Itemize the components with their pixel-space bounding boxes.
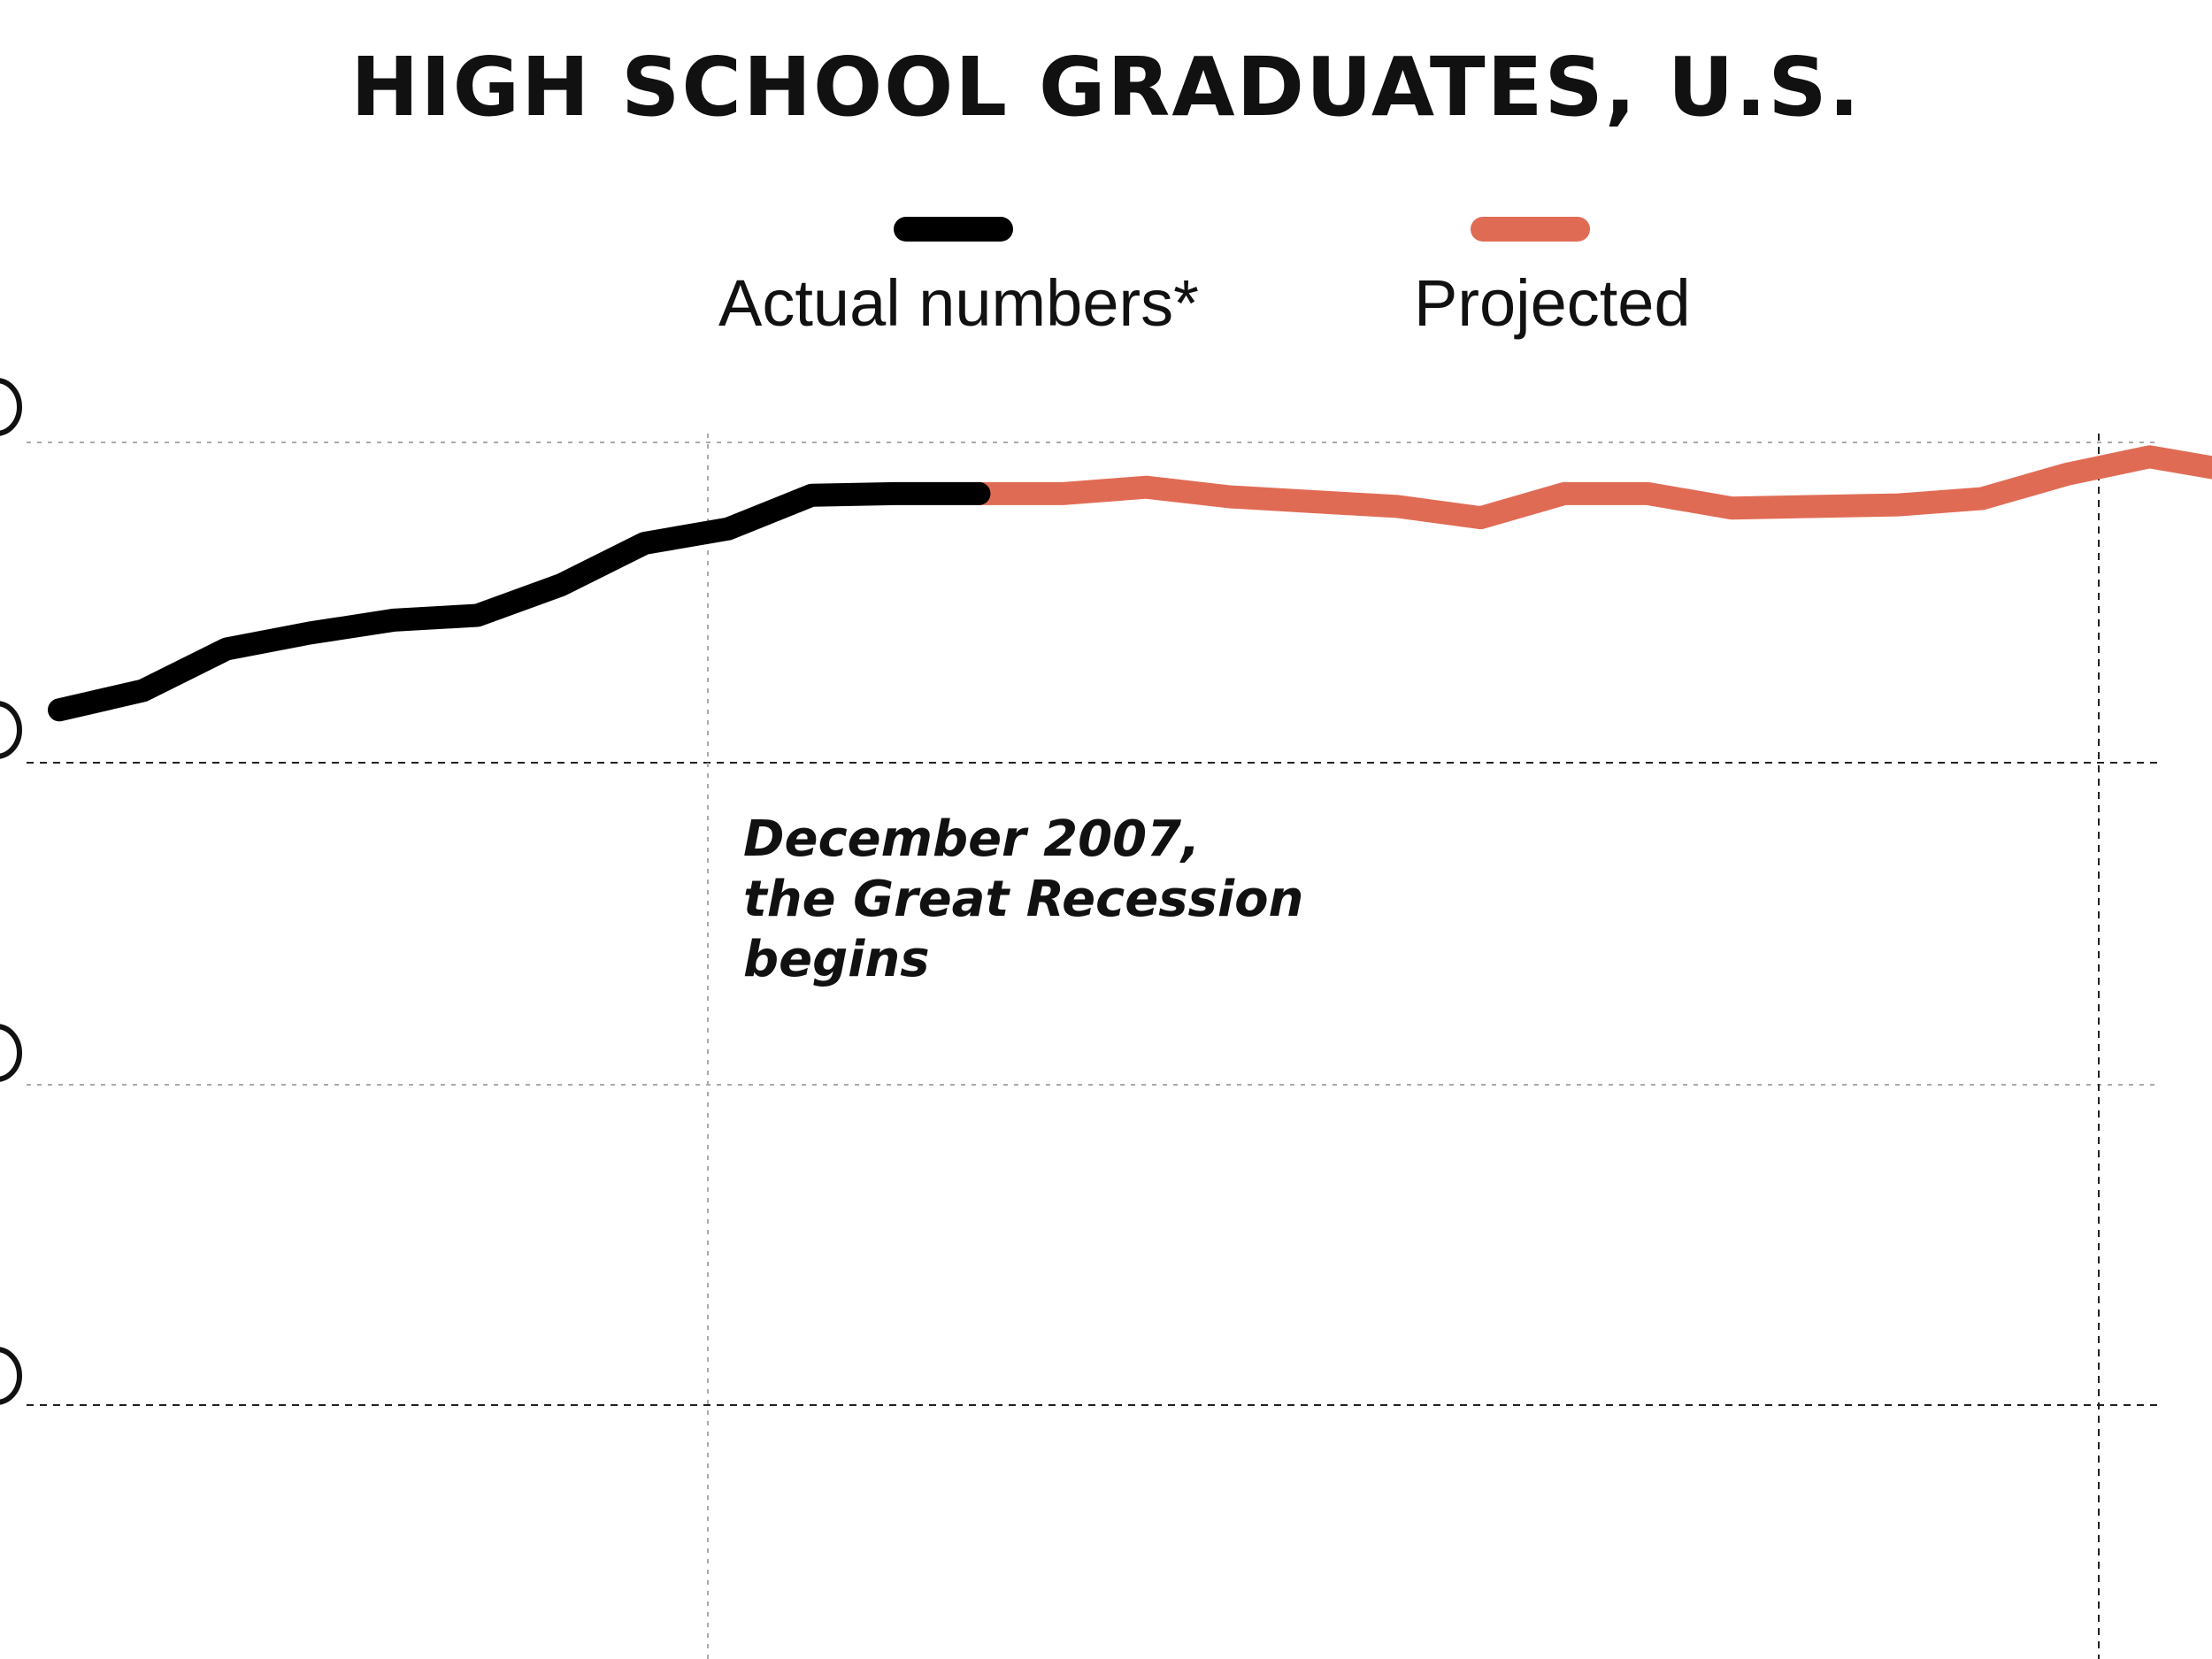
legend-projected-label: Projected	[1414, 266, 1691, 340]
recession-annotation-line-2: the Great Recession	[743, 871, 1304, 928]
recession-annotation-line-1: December 2007,	[743, 810, 1201, 868]
legend-projected-swatch	[1471, 217, 1590, 242]
recession-annotation: December 2007, the Great Recession begin…	[743, 810, 1303, 990]
series-line-actual	[48, 481, 991, 722]
y-tick-label-cropped-0	[0, 378, 23, 436]
series-line-projected	[967, 445, 2212, 530]
y-tick-label-cropped-3	[0, 1347, 23, 1405]
y-tick-label-cropped-2	[0, 1024, 23, 1082]
legend-actual-swatch	[894, 217, 1013, 242]
legend-actual-label: Actual numbers*	[718, 266, 1199, 340]
chart-title: HIGH SCHOOL GRADUATES, U.S.	[350, 40, 1862, 134]
recession-annotation-line-3: begins	[743, 931, 930, 988]
y-tick-label-cropped-1	[0, 701, 23, 759]
